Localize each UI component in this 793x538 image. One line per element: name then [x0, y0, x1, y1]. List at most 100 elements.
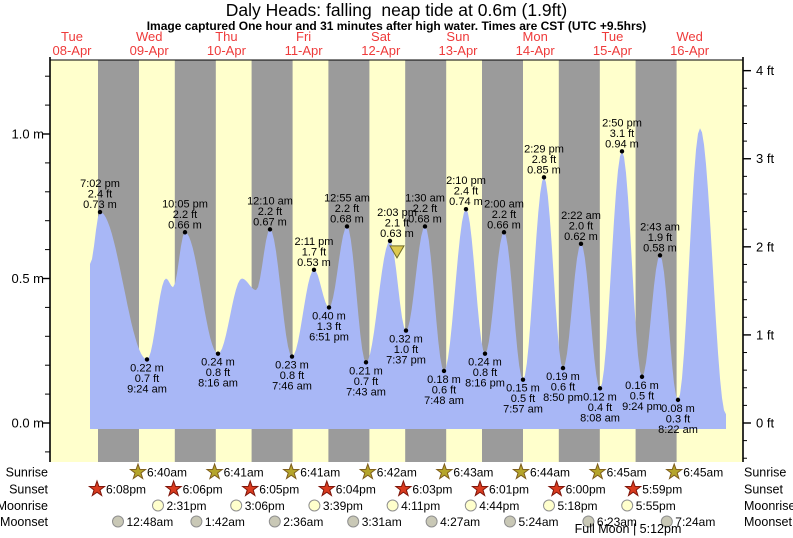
low-tide-feet: 0.5 ft — [630, 390, 654, 402]
low-tide-meters: 0.18 m — [427, 374, 461, 386]
day-date: 15-Apr — [593, 43, 633, 58]
sunrise-time: 6:43am — [453, 466, 493, 480]
high-tide-label: 12:55 am2.2 ft0.68 m — [324, 192, 370, 225]
moonrise-time: 3:39pm — [323, 499, 363, 513]
sunrise-time: 6:45am — [607, 466, 647, 480]
moonrise-circle-icon — [464, 499, 477, 512]
sunset-star-icon — [624, 479, 643, 497]
day-name: Mon — [523, 29, 548, 44]
tide-extremum-dot — [344, 224, 350, 229]
day-name: Sun — [446, 29, 469, 44]
y-axis-left-label: 0.0 m — [11, 416, 44, 431]
sunset-star-icon — [87, 479, 107, 497]
tide-extremum-dot — [520, 377, 526, 382]
high-tide-meters: 0.73 m — [83, 199, 117, 211]
low-tide-label: 0.32 m1.0 ft7:37 pm — [386, 334, 426, 367]
low-tide-time: 7:43 am — [346, 386, 386, 398]
y-axis-right-label: 2 ft — [756, 239, 774, 254]
tide-extremum-dot — [326, 305, 332, 310]
high-tide-label: 2:50 pm3.1 ft0.94 m — [602, 117, 642, 150]
high-tide-feet: 1.9 ft — [648, 232, 672, 244]
high-tide-time: 2:10 pm — [446, 175, 486, 187]
low-tide-label: 0.12 m0.4 ft8:08 am — [580, 391, 620, 424]
moonrise-time: 5:55pm — [636, 499, 676, 513]
sunrise-star-icon — [358, 462, 377, 480]
tide-extremum-dot — [387, 238, 393, 244]
high-tide-meters: 0.85 m — [527, 164, 561, 176]
high-tide-meters: 0.58 m — [643, 242, 677, 254]
low-tide-time: 8:16 pm — [465, 378, 505, 390]
sunset-star-icon — [470, 479, 490, 497]
low-tide-time: 8:16 am — [198, 378, 238, 390]
sunset-time: 6:03pm — [412, 483, 452, 497]
day-date: 08-Apr — [52, 43, 92, 58]
high-tide-time: 1:30 am — [405, 192, 445, 204]
low-tide-meters: 0.08 m — [661, 403, 695, 415]
day-date: 16-Apr — [670, 43, 710, 58]
day-date: 10-Apr — [207, 43, 247, 58]
high-tide-time: 2:22 am — [561, 210, 601, 222]
tide-extremum-dot — [363, 360, 369, 365]
page-title: Daly Heads: falling neap tide at 0.6m (1… — [225, 0, 568, 20]
moonrise-circle-icon — [308, 499, 321, 512]
low-tide-label: 0.18 m0.6 ft7:48 am — [424, 374, 464, 407]
high-tide-label: 2:00 am2.2 ft0.66 m — [484, 198, 524, 231]
day-name: Fri — [296, 29, 311, 44]
tide-extremum-dot — [97, 209, 103, 215]
sunrise-star-icon — [588, 462, 607, 480]
low-tide-feet: 1.3 ft — [317, 321, 341, 333]
low-tide-feet: 0.6 ft — [432, 384, 456, 396]
day-name: Tue — [601, 29, 623, 44]
low-tide-time: 8:22 am — [658, 424, 698, 436]
low-tide-meters: 0.15 m — [506, 383, 540, 395]
high-tide-feet: 2.2 ft — [335, 203, 359, 215]
high-tide-time: 2:43 am — [640, 221, 680, 233]
high-tide-feet: 2.4 ft — [454, 186, 478, 198]
high-tide-feet: 2.8 ft — [532, 154, 556, 166]
high-tide-meters: 0.53 m — [297, 257, 331, 269]
tide-curve-area — [90, 128, 726, 429]
y-axis-right-label: 1 ft — [756, 327, 774, 342]
low-tide-feet: 0.5 ft — [511, 393, 535, 405]
low-tide-label: 0.15 m0.5 ft7:57 am — [503, 383, 543, 416]
low-tide-meters: 0.23 m — [275, 360, 309, 372]
high-tide-time: 7:02 pm — [80, 178, 120, 190]
high-tide-feet: 3.1 ft — [610, 128, 634, 140]
sunset-star-icon — [164, 479, 183, 497]
y-axis-left-label: 0.5 m — [11, 271, 44, 286]
day-name: Tue — [61, 29, 83, 44]
moonset-circle-icon — [582, 515, 595, 528]
moonset-time: 12:48am — [127, 515, 174, 529]
day-date: 11-Apr — [285, 43, 324, 58]
y-axis-right-label: 4 ft — [756, 63, 774, 78]
y-axis-right-label: 0 ft — [756, 416, 774, 431]
moonrise-time: 2:31pm — [167, 499, 207, 513]
tide-extremum-dot — [144, 357, 150, 362]
tide-extremum-dot — [403, 328, 409, 333]
high-tide-feet: 2.2 ft — [258, 206, 282, 218]
moonset-circle-icon — [425, 515, 438, 528]
high-tide-time: 2:50 pm — [602, 117, 642, 129]
tide-extremum-dot — [289, 354, 295, 359]
moonset-time: 6:23am — [597, 515, 637, 529]
tide-extremum-dot — [560, 365, 566, 371]
day-name: Thu — [215, 29, 237, 44]
sunset-time: 5:59pm — [642, 483, 682, 497]
sunrise-star-icon — [511, 462, 531, 480]
low-tide-label: 0.16 m0.5 ft9:24 pm — [622, 380, 662, 413]
tide-extremum-dot — [675, 397, 681, 403]
low-tide-label: 0.40 m1.3 ft6:51 pm — [309, 310, 349, 343]
high-tide-time: 10:05 pm — [162, 198, 208, 210]
sunset-time: 6:04pm — [336, 483, 376, 497]
tide-extremum-dot — [441, 368, 447, 374]
sunrise-star-icon — [665, 462, 684, 480]
moonset-time: 7:24am — [675, 515, 715, 529]
moonset-time: 3:31am — [362, 515, 402, 529]
low-tide-feet: 0.8 ft — [206, 367, 230, 379]
sunrise-star-icon — [282, 462, 301, 480]
moonrise-time: 4:11pm — [401, 499, 440, 513]
low-tide-label: 0.08 m0.3 ft8:22 am — [658, 403, 698, 436]
high-tide-time: 2:11 pm — [295, 236, 334, 248]
